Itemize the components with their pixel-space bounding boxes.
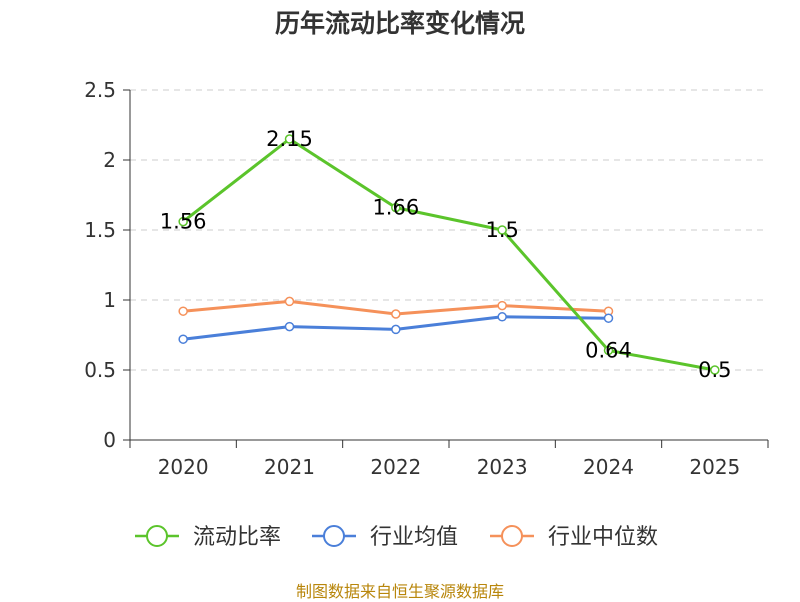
data-label: 1.5 xyxy=(485,218,518,242)
data-label: 2.15 xyxy=(266,127,313,151)
x-tick-label: 2025 xyxy=(689,455,740,479)
data-point xyxy=(178,334,188,344)
x-tick-label: 2021 xyxy=(264,455,315,479)
data-label: 0.64 xyxy=(585,338,632,362)
data-label: 1.56 xyxy=(160,210,207,234)
y-tick-label: 2 xyxy=(103,148,116,172)
data-point xyxy=(178,306,188,316)
data-point xyxy=(497,300,507,311)
legend-label: 行业均值 xyxy=(370,525,458,550)
data-point xyxy=(497,312,507,322)
y-tick-label: 1 xyxy=(103,288,116,312)
data-point xyxy=(284,296,295,307)
data-point xyxy=(603,313,614,323)
legend-marker xyxy=(323,525,345,547)
chart-title: 历年流动比率变化情况 xyxy=(274,9,525,38)
x-tick-label: 2023 xyxy=(477,455,528,479)
legend-marker xyxy=(146,525,168,547)
series-line-0 xyxy=(182,137,716,372)
source-note: 制图数据来自恒生聚源数据库 xyxy=(295,582,504,601)
x-tick-label: 2020 xyxy=(158,455,209,479)
y-tick-label: 0.5 xyxy=(84,358,116,382)
data-point xyxy=(710,365,720,375)
data-point xyxy=(391,324,401,335)
data-point xyxy=(391,309,401,319)
x-tick-label: 2024 xyxy=(583,455,634,479)
y-tick-label: 2.5 xyxy=(84,78,116,102)
data-point xyxy=(178,216,188,227)
legend-label: 行业中位数 xyxy=(548,525,658,550)
grid-lines xyxy=(130,89,768,371)
data-point xyxy=(284,321,295,332)
series-lines xyxy=(178,134,720,375)
data-label: 1.66 xyxy=(372,196,419,220)
legend-marker xyxy=(501,525,523,547)
data-label: 0.5 xyxy=(698,358,731,382)
data-labels: 1.56 2.15 1.66 1.5 0.64 0.5 xyxy=(160,127,732,382)
y-tick-label: 1.5 xyxy=(84,218,116,242)
legend-label: 流动比率 xyxy=(193,525,281,550)
data-point xyxy=(497,225,507,235)
data-point xyxy=(284,134,295,144)
data-point xyxy=(603,345,614,356)
x-tick-label: 2022 xyxy=(370,455,421,479)
axes: 0 0.5 1 1.5 2 2.5 2020 2021 2022 2023 2024 2025 xyxy=(84,78,769,479)
y-tick-label: 0 xyxy=(103,428,116,452)
data-point xyxy=(391,202,401,213)
legend: 流动比率 行业均值 行业中位数 xyxy=(135,525,658,550)
